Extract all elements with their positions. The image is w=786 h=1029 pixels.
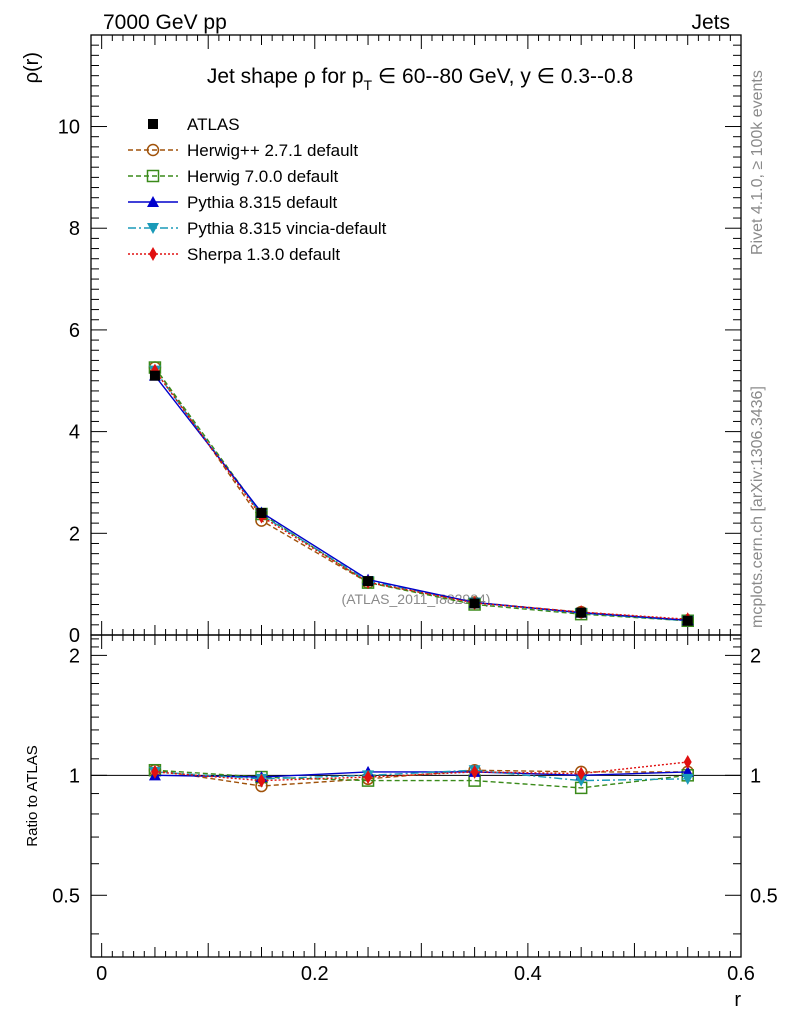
ratio-y-tick-label-right: 0.5 — [750, 885, 778, 907]
legend-label: Sherpa 1.3.0 default — [187, 245, 340, 264]
main-y-tick-label: 8 — [69, 218, 80, 240]
legend-marker — [149, 247, 157, 261]
main-line-sherpa-1-3-0-default — [154, 370, 688, 620]
ratio-line-pythia-8-315-vincia-default — [154, 769, 688, 782]
main-y-tick-label: 6 — [69, 320, 80, 342]
ratio-plot-series — [148, 755, 694, 795]
chart-title-suffix: ∈ 60--80 GeV, y ∈ 0.3--0.8 — [372, 65, 633, 88]
legend-label: Herwig++ 2.7.1 default — [187, 141, 358, 160]
header-category: Jets — [691, 11, 730, 34]
main-y-tick-label: 2 — [69, 523, 80, 545]
main-line-herwig-2-7-1-default — [154, 367, 688, 621]
ratio-y-tick-label-right: 1 — [750, 765, 761, 787]
main-y-tick-label: 10 — [58, 117, 80, 139]
main-y-tick-label: 4 — [69, 422, 80, 444]
x-tick-label: 0.4 — [514, 963, 542, 985]
chart-title-subscript: T — [364, 77, 373, 93]
legend-marker — [148, 119, 158, 129]
ratio-y-tick-label: 2 — [69, 645, 80, 667]
main-point-atlas — [469, 598, 480, 609]
legend-label: Pythia 8.315 vincia-default — [187, 219, 387, 238]
ratio-point-sherpa-1-3-0-default — [257, 773, 266, 788]
ratio-point-sherpa-1-3-0-default — [364, 770, 373, 785]
x-tick-label: 0.6 — [727, 963, 755, 985]
main-point-atlas — [149, 370, 160, 381]
legend-marker — [146, 143, 160, 157]
main-point-atlas — [576, 607, 587, 618]
ratio-point-sherpa-1-3-0-default — [577, 766, 586, 781]
ratio-point-sherpa-1-3-0-default — [470, 764, 479, 779]
ratio-plot-frame — [90, 634, 742, 958]
ratio-point-pythia-8-315-vincia-default — [575, 775, 588, 787]
ratio-y-tick-label: 0.5 — [52, 885, 80, 907]
legend-marker — [147, 196, 159, 207]
ratio-series-herwig-7-0-0-default — [148, 763, 694, 795]
legend-item-herwig-2-7-1-default: Herwig++ 2.7.1 default — [128, 141, 358, 160]
main-plot-series — [148, 361, 694, 628]
main-series-herwig-7-0-0-default — [148, 361, 694, 628]
ratio-line-herwig-2-7-1-default — [154, 769, 688, 787]
legend-item-pythia-8-315-default: Pythia 8.315 default — [128, 193, 338, 212]
main-series-pythia-8-315-vincia-default — [148, 365, 694, 627]
legend-marker — [147, 223, 159, 234]
main-point-atlas — [363, 576, 374, 587]
legend-label: Pythia 8.315 default — [187, 193, 338, 212]
main-series-atlas — [149, 370, 693, 626]
ratio-line-pythia-8-315-default — [154, 771, 688, 778]
legend-item-herwig-7-0-0-default: Herwig 7.0.0 default — [128, 167, 338, 186]
ratio-point-sherpa-1-3-0-default — [150, 764, 159, 779]
chart-title: Jet shape ρ for pT ∈ 60--80 GeV, y ∈ 0.3… — [207, 65, 633, 93]
x-tick-label: 0.2 — [301, 963, 329, 985]
ratio-y-tick-label: 1 — [69, 765, 80, 787]
legend-item-pythia-8-315-vincia-default: Pythia 8.315 vincia-default — [128, 219, 387, 238]
rivet-version-label: Rivet 4.1.0, ≥ 100k events — [749, 70, 766, 255]
ratio-series-sherpa-1-3-0-default — [150, 755, 692, 788]
main-series-herwig-2-7-1-default — [148, 361, 694, 627]
main-y-axis-label: ρ(r) — [21, 52, 43, 83]
main-series-pythia-8-315-default — [148, 369, 694, 626]
main-line-pythia-8-315-vincia-default — [154, 370, 688, 622]
main-y-tick-label: 0 — [69, 625, 80, 647]
main-line-pythia-8-315-default — [154, 375, 688, 621]
legend-item-sherpa-1-3-0-default: Sherpa 1.3.0 default — [128, 245, 340, 264]
main-line-herwig-7-0-0-default — [154, 367, 688, 622]
ratio-line-sherpa-1-3-0-default — [154, 761, 688, 782]
ratio-line-herwig-7-0-0-default — [154, 769, 688, 789]
ratio-y-axis-label: Ratio to ATLAS — [24, 745, 41, 846]
axis-ticks — [91, 35, 742, 957]
main-point-atlas — [256, 507, 267, 518]
x-tick-label: 0 — [96, 963, 107, 985]
legend-marker — [146, 169, 160, 183]
main-series-sherpa-1-3-0-default — [150, 363, 692, 627]
x-axis-label: r — [734, 989, 741, 1011]
ratio-point-pythia-8-315-vincia-default — [681, 773, 694, 785]
analysis-id-watermark: (ATLAS_2011_I882984) — [342, 591, 491, 607]
mcplots-source-label: mcplots.cern.ch [arXiv:1306.3436] — [749, 386, 766, 628]
main-point-atlas — [682, 615, 693, 626]
legend-item-atlas: ATLAS — [148, 115, 240, 134]
header-collision: 7000 GeV pp — [103, 11, 227, 34]
ratio-y-tick-label-right: 2 — [750, 645, 761, 667]
legend: ATLAS Herwig++ 2.7.1 default Herwig 7.0.0 … — [128, 115, 387, 264]
chart-title-prefix: Jet shape ρ for p — [207, 65, 364, 88]
legend-label: Herwig 7.0.0 default — [187, 167, 338, 186]
legend-label: ATLAS — [187, 115, 240, 134]
ratio-point-sherpa-1-3-0-default — [683, 755, 692, 770]
